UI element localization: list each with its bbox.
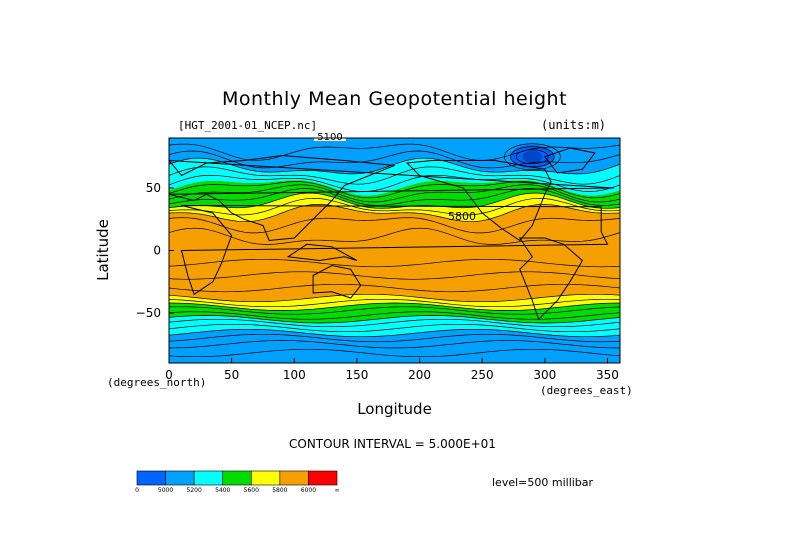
contour-line — [169, 203, 620, 223]
colorbar-swatch — [250, 470, 281, 486]
contour-ring — [503, 143, 561, 171]
continent-outline — [543, 147, 596, 174]
contour-lines — [169, 143, 620, 358]
contour-label-bg — [314, 131, 346, 141]
contour-line — [169, 318, 620, 328]
contour-line — [169, 166, 620, 185]
contour-line — [169, 298, 620, 308]
field-band — [169, 329, 620, 363]
x-unit-label: (degrees_east) — [540, 384, 633, 397]
y-tick-label: 0 — [153, 244, 161, 258]
colorbar-level-label: 6000 — [301, 487, 316, 494]
contour-line — [169, 157, 620, 175]
x-tick-label: 150 — [345, 368, 368, 382]
continent-outline — [405, 160, 552, 242]
colorbar-swatch — [279, 470, 309, 486]
x-tick-label: 50 — [224, 368, 239, 382]
level-text: level=500 millibar — [492, 476, 594, 489]
continent-outline — [169, 154, 614, 242]
contour-line — [169, 258, 620, 268]
colorbar-swatch — [193, 470, 224, 486]
colorbar-level-label: 5400 — [215, 487, 230, 494]
colorbar-level-label: ∞ — [335, 487, 340, 494]
contour-line — [169, 348, 620, 358]
colorbar-level-label: 5000 — [158, 487, 173, 494]
contour-line — [169, 302, 620, 311]
contour-line — [169, 340, 620, 349]
x-tick-label: 0 — [165, 368, 173, 382]
contour-label: 5800 — [448, 210, 476, 223]
contour-line — [169, 293, 620, 303]
contour-line — [169, 271, 620, 280]
contour-line — [169, 174, 620, 192]
map-field — [169, 138, 620, 363]
field-band — [169, 315, 620, 337]
contour-line — [169, 328, 620, 338]
colorbar-swatch — [136, 470, 166, 486]
continent-outline — [286, 243, 358, 262]
contour-line — [169, 227, 620, 245]
x-tick-label: 300 — [533, 368, 556, 382]
contour-line — [169, 217, 620, 234]
contour-line — [169, 333, 620, 343]
colorbar: 0 5000 5200 5400 5600 5800 6000 ∞ — [135, 470, 340, 494]
contour-line — [169, 184, 620, 203]
colorbar-swatch — [165, 470, 195, 486]
y-tick-label: −50 — [136, 306, 161, 320]
x-tick-label: 250 — [471, 368, 494, 382]
contour-line — [169, 315, 620, 324]
field-band — [169, 158, 620, 196]
colorbar-level-label: 5800 — [272, 487, 287, 494]
y-axis-label: Latitude — [94, 219, 112, 281]
continent-outline — [180, 205, 609, 296]
colorbar-swatch — [222, 470, 252, 486]
low-pressure-core — [522, 150, 543, 163]
y-unit-label: (degrees_north) — [107, 376, 207, 389]
contour-line — [169, 181, 620, 199]
contour-interval-text: CONTOUR INTERVAL = 5.000E+01 — [289, 437, 496, 451]
chart-title: Monthly Mean Geopotential height — [221, 88, 568, 110]
colorbar-level-label: 0 — [135, 487, 139, 494]
x-tick-label: 350 — [596, 368, 619, 382]
x-tick-label: 100 — [283, 368, 306, 382]
source-file-label: [HGT_2001-01_NCEP.nc] — [178, 119, 318, 132]
contour-line — [169, 323, 620, 333]
continent-outline — [312, 264, 362, 299]
field-band — [169, 180, 620, 209]
units-label: (units:m) — [541, 118, 607, 132]
colorbar-swatch — [308, 470, 338, 486]
contour-line — [169, 311, 620, 320]
x-axis-label: Longitude — [0, 400, 789, 418]
continent-outline — [518, 237, 584, 321]
contour-ring — [515, 149, 549, 165]
y-tick-label: 50 — [146, 181, 161, 195]
contour-line — [169, 197, 620, 216]
colorbar-level-label: 5200 — [187, 487, 202, 494]
field-band — [169, 193, 620, 222]
field-band — [169, 204, 620, 302]
x-axis-label-text: Longitude — [357, 400, 432, 418]
contour-line — [169, 283, 620, 293]
field-band — [169, 138, 620, 174]
colorbar-level-label: 5600 — [244, 487, 259, 494]
contour-line — [169, 143, 620, 161]
coastlines — [169, 147, 614, 321]
x-tick-label: 200 — [408, 368, 431, 382]
contour-line — [169, 188, 620, 206]
